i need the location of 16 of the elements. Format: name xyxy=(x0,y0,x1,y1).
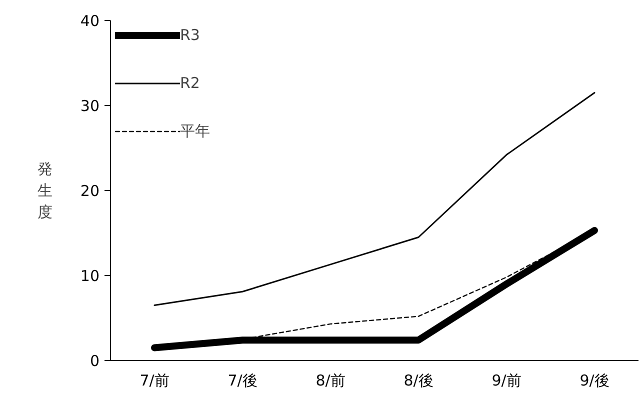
y-tick-label: 40 xyxy=(80,12,100,30)
legend-label: 平年 xyxy=(180,122,210,140)
y-tick-label: 20 xyxy=(80,182,100,200)
legend-label: R3 xyxy=(180,26,200,44)
x-tick-label: 9/後 xyxy=(580,372,610,390)
x-tick-label: 8/前 xyxy=(316,372,346,390)
y-tick-label: 10 xyxy=(80,267,100,285)
y-tick-label: 30 xyxy=(80,97,100,115)
x-tick-label: 9/前 xyxy=(492,372,522,390)
line-series xyxy=(154,92,596,306)
x-tick-label: 8/後 xyxy=(404,372,434,390)
x-tick-label: 7/前 xyxy=(140,372,170,390)
y-axis-title: 発生度 xyxy=(37,160,52,222)
legend-label: R2 xyxy=(180,74,200,92)
x-tick-label: 7/後 xyxy=(228,372,258,390)
y-tick-label: 0 xyxy=(90,352,100,370)
